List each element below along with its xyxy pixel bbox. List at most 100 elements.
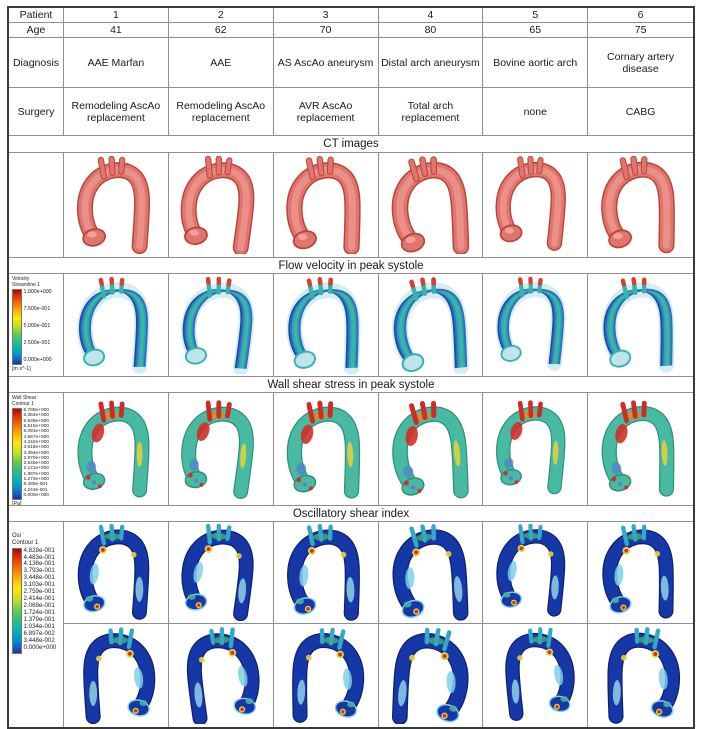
osi-legend-title: Osi bbox=[12, 533, 21, 539]
osi-legend-subtitle: Contour 1 bbox=[12, 539, 39, 546]
section-title-flow-velocity: Flow velocity in peak systole bbox=[9, 258, 693, 274]
osi-back-image-patient-6 bbox=[588, 624, 693, 727]
osi-back-image-patient-3 bbox=[273, 624, 379, 727]
legend-tick: 3.818e+000 bbox=[23, 445, 49, 451]
legend-tick: 2.121e+000 bbox=[23, 466, 49, 472]
legend-tick: 5.000e-001 bbox=[23, 323, 51, 330]
legend-tick: 8.485e-001 bbox=[23, 482, 48, 488]
row-label-diagnosis: Diagnosis bbox=[9, 38, 64, 88]
legend-tick: 2.500e-001 bbox=[23, 340, 51, 347]
patient-age: 75 bbox=[588, 23, 693, 38]
legend-tick: 3.103e-001 bbox=[23, 581, 55, 589]
patient-age: 80 bbox=[378, 23, 484, 38]
osi-front-image-patient-5 bbox=[483, 522, 589, 624]
patient-diagnosis: Distal arch aneurysm bbox=[378, 38, 484, 88]
legend-tick: 6.364e+000 bbox=[23, 413, 49, 419]
legend-tick: 2.545e+000 bbox=[23, 461, 49, 467]
osi-back-image-patient-1 bbox=[64, 624, 169, 727]
section-title-oscillatory-shear-index: Oscillatory shear index bbox=[9, 506, 693, 522]
wss-image-patient-1 bbox=[64, 393, 169, 506]
row-label-patient: Patient bbox=[9, 8, 64, 23]
velocity-image-patient-3 bbox=[273, 274, 379, 377]
legend-tick: 1.034e-001 bbox=[23, 622, 55, 630]
legend-tick: 1.379e-001 bbox=[23, 615, 55, 623]
wss-image-patient-5 bbox=[483, 393, 589, 506]
legend-tick: 2.069e-001 bbox=[23, 602, 55, 610]
legend-tick: 7.500e-001 bbox=[23, 306, 51, 313]
legend-tick: 4.242e+000 bbox=[23, 439, 49, 445]
patient-number: 4 bbox=[378, 8, 484, 23]
wss-image-patient-2 bbox=[168, 393, 274, 506]
ct-image-patient-5 bbox=[483, 153, 589, 258]
patient-age: 62 bbox=[168, 23, 274, 38]
osi-front-image-patient-4 bbox=[378, 522, 484, 624]
osi-front-image-patient-1 bbox=[64, 522, 169, 624]
wss-unit: [Pa] bbox=[12, 501, 22, 506]
figure-table: Patient 1 2 3 4 5 6 Age 41 62 70 80 65 7… bbox=[7, 6, 695, 729]
legend-tick: 3.394e+000 bbox=[23, 450, 49, 456]
patient-age: 41 bbox=[64, 23, 169, 38]
legend-tick: 2.414e-001 bbox=[23, 595, 55, 603]
osi-colorbar bbox=[12, 547, 22, 654]
legend-tick: 5.091e+000 bbox=[23, 429, 49, 435]
patient-number: 3 bbox=[273, 8, 379, 23]
velocity-image-patient-4 bbox=[378, 274, 484, 377]
velocity-image-patient-1 bbox=[64, 274, 169, 377]
patient-diagnosis: AS AscAo aneurysm bbox=[273, 38, 379, 88]
wss-image-patient-6 bbox=[588, 393, 693, 506]
legend-tick: 4.828e-001 bbox=[23, 546, 55, 554]
patient-surgery: Remodeling AscAo replacement bbox=[64, 88, 169, 136]
row-label-age: Age bbox=[9, 23, 64, 38]
legend-tick: 4.138e-001 bbox=[23, 560, 55, 568]
legend-tick: 1.273e+000 bbox=[23, 477, 49, 483]
wss-legend: Wall Shear Contour 1 6.788e+000 6.364e+0… bbox=[9, 393, 64, 506]
ct-image-patient-4 bbox=[378, 153, 484, 258]
legend-tick: 1.697e+000 bbox=[23, 471, 49, 477]
legend-tick: 3.448e-002 bbox=[23, 636, 55, 644]
wss-image-patient-3 bbox=[273, 393, 379, 506]
legend-tick: 1.724e-001 bbox=[23, 609, 55, 617]
section-title-wall-shear-stress: Wall shear stress in peak systole bbox=[9, 377, 693, 393]
osi-front-image-patient-3 bbox=[273, 522, 379, 624]
patient-number: 5 bbox=[483, 8, 589, 23]
legend-tick: 3.448e-001 bbox=[23, 574, 55, 582]
legend-tick: 2.759e-001 bbox=[23, 588, 55, 596]
legend-tick: 6.788e+000 bbox=[23, 408, 49, 414]
legend-tick: 0.000e+000 bbox=[23, 357, 52, 364]
patient-surgery: CABG bbox=[588, 88, 693, 136]
velocity-legend-title: Velocity bbox=[12, 276, 30, 282]
patient-age: 65 bbox=[483, 23, 589, 38]
ct-image-patient-2 bbox=[168, 153, 274, 258]
legend-tick: 1.000e+000 bbox=[23, 289, 52, 296]
patient-surgery: none bbox=[483, 88, 589, 136]
velocity-legend: Velocity Streamline 1 1.000e+000 7.500e-… bbox=[9, 274, 64, 377]
legend-tick: 4.243e-001 bbox=[23, 487, 48, 493]
legend-tick: 0.000e+000 bbox=[23, 492, 49, 498]
legend-tick: 0.000e+000 bbox=[23, 643, 57, 651]
patient-diagnosis: Bovine aortic arch bbox=[483, 38, 589, 88]
velocity-unit: [m s^-1] bbox=[12, 366, 31, 373]
legend-tick: 5.515e+000 bbox=[23, 424, 49, 430]
velocity-image-patient-6 bbox=[588, 274, 693, 377]
patient-diagnosis: AAE bbox=[168, 38, 274, 88]
row-label-surgery: Surgery bbox=[9, 88, 64, 136]
section-title-ct-images: CT images bbox=[9, 136, 693, 153]
legend-tick: 6.897e-002 bbox=[23, 629, 55, 637]
wss-image-patient-4 bbox=[378, 393, 484, 506]
velocity-image-patient-5 bbox=[483, 274, 589, 377]
patient-number: 2 bbox=[168, 8, 274, 23]
osi-back-image-patient-2 bbox=[168, 624, 274, 727]
velocity-legend-subtitle: Streamline 1 bbox=[12, 281, 41, 288]
osi-back-image-patient-4 bbox=[378, 624, 484, 727]
legend-tick: 4.483e-001 bbox=[23, 553, 55, 561]
wss-legend-title: Wall Shear bbox=[12, 395, 37, 401]
osi-legend: Osi Contour 1 4.828e-001 4.483e-001 4.13… bbox=[9, 522, 64, 727]
ct-legend-empty-cell bbox=[9, 153, 64, 258]
osi-front-image-patient-2 bbox=[168, 522, 274, 624]
patient-surgery: AVR AscAo replacement bbox=[273, 88, 379, 136]
patient-surgery: Total arch replacement bbox=[378, 88, 484, 136]
legend-tick: 3.793e-001 bbox=[23, 567, 55, 575]
patient-diagnosis: AAE Marfan bbox=[64, 38, 169, 88]
osi-front-image-patient-6 bbox=[588, 522, 693, 624]
legend-tick: 5.939e+000 bbox=[23, 418, 49, 424]
